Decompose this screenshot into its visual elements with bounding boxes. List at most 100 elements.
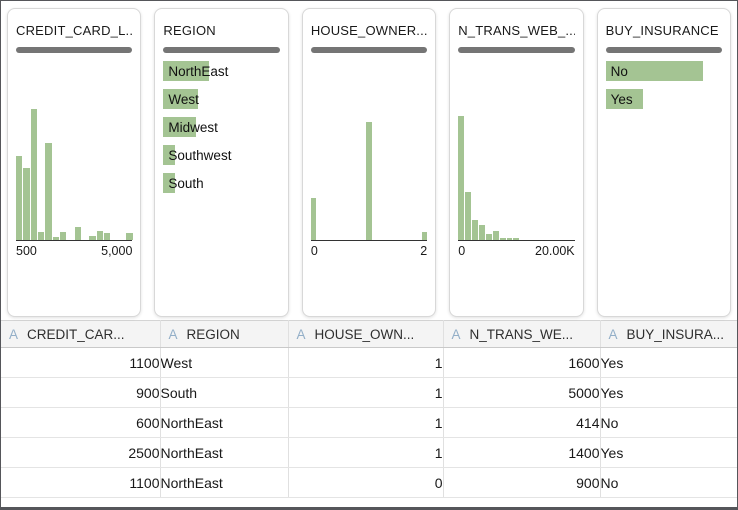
table-cell[interactable]: 414 [443, 407, 601, 438]
histogram-bar[interactable] [499, 238, 506, 240]
histogram-bar[interactable] [126, 233, 133, 240]
category-label: NorthEast [168, 63, 229, 79]
table-cell[interactable]: NorthEast [160, 407, 289, 438]
histogram-bar[interactable] [45, 143, 52, 240]
category-label: Yes [610, 91, 633, 107]
table-cell[interactable]: Yes [600, 377, 737, 408]
table-row[interactable]: 600 NorthEast 1 414 No [1, 407, 737, 438]
table-cell[interactable]: Yes [600, 437, 737, 468]
table-cell[interactable]: 5000 [443, 377, 601, 408]
category-frequency-bar [163, 145, 176, 165]
profile-card[interactable]: REGION NorthEast West Midwest Southwest South [154, 8, 289, 317]
axis-tick-label: 5,000 [101, 244, 133, 258]
histogram-chart: 500 5,000 [16, 109, 133, 258]
histogram-bar[interactable] [506, 238, 513, 240]
column-header-label: REGION [186, 326, 240, 342]
table-column-header[interactable]: A REGION [160, 320, 289, 348]
table-cell[interactable]: South [160, 377, 289, 408]
category-bar-item[interactable]: West [163, 89, 279, 109]
table-cell[interactable]: 0 [288, 467, 444, 498]
histogram-bar[interactable] [16, 156, 23, 240]
category-label: Southwest [168, 147, 232, 163]
category-bar-item[interactable]: Southwest [163, 145, 279, 165]
category-bar-item[interactable]: NorthEast [163, 61, 279, 81]
histogram-bar[interactable] [60, 232, 67, 240]
histogram-bar[interactable] [472, 220, 478, 240]
column-header-label: BUY_INSURA... [626, 326, 725, 342]
histogram-bar[interactable] [478, 225, 485, 240]
text-type-icon: A [168, 326, 178, 342]
text-type-icon: A [296, 326, 306, 342]
category-bar-item[interactable]: Yes [605, 89, 722, 109]
table-cell[interactable]: NorthEast [160, 467, 289, 498]
table-column-header[interactable]: A BUY_INSURA... [600, 320, 737, 348]
table-cell[interactable]: 1400 [443, 437, 601, 468]
category-frequency-bar [163, 61, 210, 81]
histogram-bar[interactable] [23, 168, 30, 240]
histogram-bar[interactable] [96, 231, 104, 240]
table-cell[interactable]: 1100 [1, 347, 161, 378]
table-cell[interactable]: 1100 [1, 467, 161, 498]
profile-card[interactable]: N_TRANS_WEB_... 0 20.00K [449, 8, 584, 317]
table-cell[interactable]: 1 [288, 407, 444, 438]
histogram-bar[interactable] [74, 227, 82, 240]
histogram-bar[interactable] [458, 116, 465, 240]
axis-tick-label: 20.00K [535, 244, 575, 258]
table-row[interactable]: 900 South 1 5000 Yes [1, 377, 737, 408]
table-cell[interactable]: 1 [288, 377, 444, 408]
histogram-bar[interactable] [465, 192, 472, 240]
histogram-bar[interactable] [310, 198, 316, 240]
table-cell[interactable]: No [600, 407, 737, 438]
category-bar-item[interactable]: No [605, 61, 722, 81]
table-column-header[interactable]: A N_TRANS_WE... [443, 320, 601, 348]
category-frequency-bar [605, 61, 703, 81]
table-cell[interactable]: 1 [288, 437, 444, 468]
table-row[interactable]: 1100 West 1 1600 Yes [1, 347, 737, 378]
profile-card[interactable]: BUY_INSURANCE No Yes [596, 8, 732, 317]
histogram-bar[interactable] [38, 232, 45, 240]
category-frequency-bar [163, 89, 199, 109]
category-label: No [610, 63, 628, 79]
histogram-bar[interactable] [30, 109, 38, 240]
category-value-list: No Yes [605, 61, 722, 117]
table-row[interactable]: 2500 NorthEast 1 1400 Yes [1, 437, 737, 468]
data-table: A CREDIT_CAR... A REGION A HOUSE_OWN... A N_TRA… [1, 320, 737, 498]
histogram-bar[interactable] [52, 237, 60, 240]
table-cell[interactable]: 1 [288, 347, 444, 378]
table-column-header[interactable]: A HOUSE_OWN... [288, 320, 444, 348]
quality-bar[interactable] [163, 47, 280, 53]
histogram-bar[interactable] [485, 234, 492, 240]
quality-bar[interactable] [605, 47, 723, 53]
table-cell[interactable]: 900 [443, 467, 601, 498]
table-cell[interactable]: NorthEast [160, 437, 289, 468]
table-cell[interactable]: 1600 [443, 347, 601, 378]
column-title: REGION [163, 23, 216, 38]
table-cell[interactable]: Yes [600, 347, 737, 378]
histogram-bar[interactable] [89, 236, 96, 240]
table-cell[interactable]: 900 [1, 377, 161, 408]
profile-card[interactable]: HOUSE_OWNER... 0 2 [301, 8, 437, 317]
table-cell[interactable]: West [160, 347, 289, 378]
histogram-bar[interactable] [421, 232, 428, 240]
category-bar-item[interactable]: South [163, 173, 279, 193]
quality-bar[interactable] [458, 47, 575, 53]
table-column-header[interactable]: A CREDIT_CAR... [1, 320, 161, 348]
histogram-bar[interactable] [513, 238, 520, 240]
table-cell[interactable]: No [600, 467, 737, 498]
histogram-bar[interactable] [492, 231, 499, 240]
table-row[interactable]: 1100 NorthEast 0 900 No [1, 467, 737, 498]
table-cell[interactable]: 600 [1, 407, 161, 438]
category-frequency-bar [163, 173, 176, 193]
category-bar-item[interactable]: Midwest [163, 117, 279, 137]
profile-card[interactable]: CREDIT_CARD_L... 500 5,000 [7, 8, 142, 317]
x-axis-ticks: 0 20.00K [458, 244, 574, 258]
column-title: HOUSE_OWNER... [310, 23, 428, 38]
quality-bar[interactable] [310, 47, 428, 53]
category-label: West [168, 91, 199, 107]
histogram-bar[interactable] [366, 122, 372, 240]
table-cell[interactable]: 2500 [1, 437, 161, 468]
axis-tick-label: 0 [458, 244, 466, 258]
quality-bar[interactable] [16, 47, 133, 53]
histogram-bar[interactable] [104, 233, 111, 240]
